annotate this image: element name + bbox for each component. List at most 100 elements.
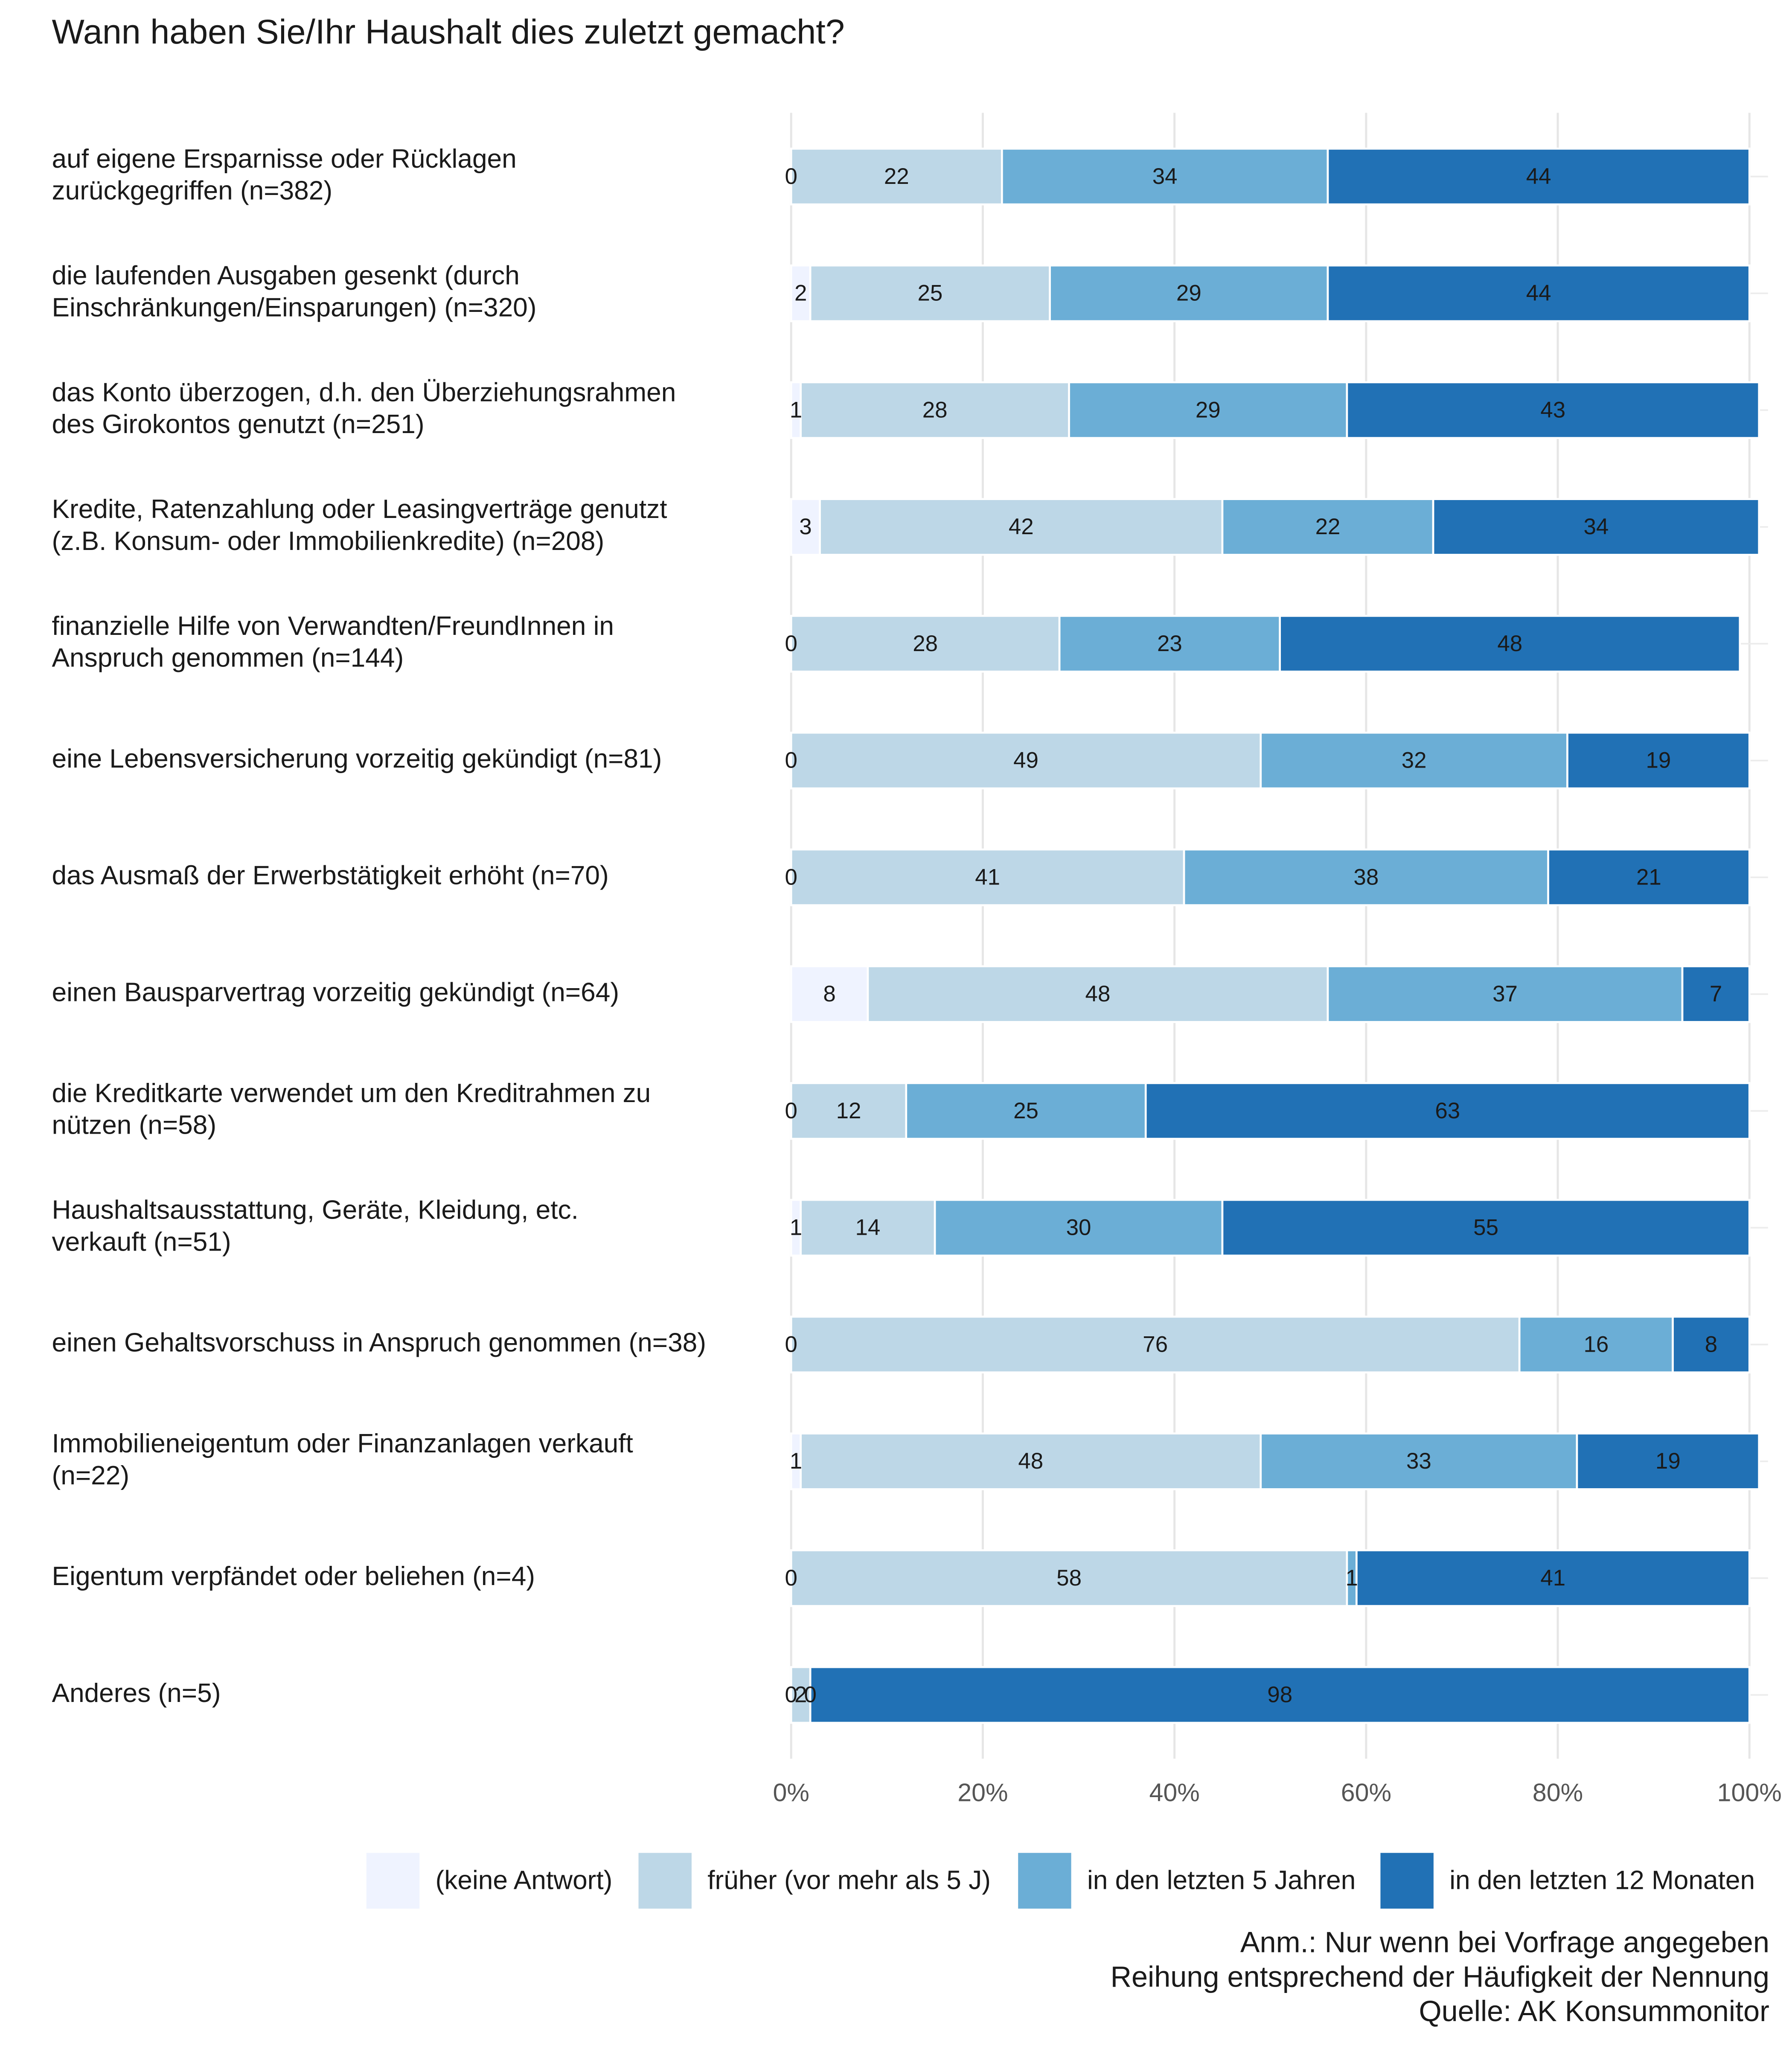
value-label: 1 [790, 397, 802, 422]
bar-segment [809, 1666, 1751, 1724]
bar-segment [1049, 264, 1329, 323]
category-label: Anspruch genommen (n=144) [52, 643, 404, 673]
category-label: (z.B. Konsum- oder Immobilienkredite) (n… [52, 527, 605, 556]
note: Anm.: Nur wenn bei Vorfrage angegeben [1240, 1926, 1769, 1958]
category-label: Einschränkungen/Einsparungen) (n=320) [52, 293, 537, 322]
bars [790, 148, 1760, 1724]
value-label: 34 [1583, 514, 1609, 539]
bar-segment [790, 148, 1003, 206]
category-label: zurückgegriffen (n=382) [52, 176, 333, 206]
category-label: einen Bausparvertrag vorzeitig gekündigt… [52, 977, 620, 1007]
value-label: 34 [1152, 164, 1178, 189]
value-label: 23 [1157, 631, 1182, 656]
value-label: 37 [1492, 981, 1518, 1007]
legend-swatch [1018, 1853, 1071, 1909]
bar-segment [790, 264, 812, 323]
bar-segment [790, 848, 1185, 906]
bar-segment [1518, 1315, 1674, 1373]
value-label: 2 [794, 1682, 807, 1708]
value-label: 29 [1176, 281, 1201, 306]
note: Quelle: AK Konsummonitor [1419, 1995, 1769, 2028]
value-label: 44 [1526, 281, 1551, 306]
category-label: Haushaltsausstattung, Geräte, Kleidung, … [52, 1196, 579, 1225]
value-label: 8 [823, 981, 835, 1007]
value-label: 1 [1345, 1565, 1358, 1591]
category-label: die Kreditkarte verwendet um den Kreditr… [52, 1079, 651, 1108]
value-label: 0 [785, 1098, 797, 1123]
value-label: 76 [1143, 1332, 1168, 1357]
value-label: 0 [785, 164, 797, 189]
bar-segment [1279, 615, 1741, 673]
value-label: 16 [1583, 1332, 1609, 1357]
bar-segment [1260, 731, 1568, 790]
category-label: auf eigene Ersparnisse oder Rücklagen [52, 144, 517, 174]
bar-segment [819, 498, 1224, 556]
note: Reihung entsprechend der Häufigkeit der … [1111, 1960, 1769, 1993]
value-label: 1 [790, 1215, 802, 1240]
value-label: 33 [1406, 1449, 1431, 1474]
category-label: nützen (n=58) [52, 1111, 217, 1140]
value-label: 29 [1196, 397, 1221, 422]
value-label: 32 [1402, 748, 1427, 773]
category-label: Kredite, Ratenzahlung oder Leasingverträ… [52, 495, 667, 524]
bar-segment [800, 1199, 936, 1257]
category-label: des Girokontos genutzt (n=251) [52, 410, 425, 439]
bar-segment [809, 264, 1051, 323]
value-label: 0 [785, 1565, 797, 1591]
category-label: das Ausmaß der Erwerbstätigkeit erhöht (… [52, 861, 609, 890]
value-label: 0 [785, 1332, 797, 1357]
x-tick-label: 80% [1533, 1778, 1583, 1807]
value-label: 55 [1473, 1215, 1498, 1240]
value-label: 98 [1267, 1682, 1292, 1708]
value-label: 43 [1540, 397, 1565, 422]
value-label: 8 [1705, 1332, 1717, 1357]
bar-segment [1001, 148, 1329, 206]
value-label: 49 [1013, 748, 1039, 773]
legend-swatch [366, 1853, 420, 1909]
legend-swatch [1380, 1853, 1434, 1909]
category-label: die laufenden Ausgaben gesenkt (durch [52, 261, 520, 291]
value-label: 19 [1646, 748, 1671, 773]
bar-segment [1681, 965, 1751, 1023]
value-label: 0 [785, 631, 797, 656]
value-label: 22 [884, 164, 909, 189]
value-label: 14 [855, 1215, 881, 1240]
bar-segment [1576, 1432, 1760, 1490]
bar-segment [1566, 731, 1751, 790]
value-label: 21 [1636, 864, 1661, 890]
bar-segment [790, 1082, 908, 1140]
bar-segment [1058, 615, 1281, 673]
bar-segment [1547, 848, 1751, 906]
value-label: 42 [1009, 514, 1034, 539]
value-label: 63 [1435, 1098, 1460, 1123]
legend-label: früher (vor mehr als 5 J) [707, 1866, 991, 1895]
legend-label: in den letzten 5 Jahren [1087, 1866, 1356, 1895]
bar-segment [1144, 1082, 1751, 1140]
bar-segment [790, 615, 1061, 673]
category-label: Immobilieneigentum oder Finanzanlagen ve… [52, 1429, 633, 1458]
category-label: einen Gehaltsvorschuss in Anspruch genom… [52, 1328, 706, 1358]
legend-label: in den letzten 12 Monaten [1449, 1866, 1755, 1895]
bar-segment [1221, 498, 1434, 556]
value-label: 0 [785, 748, 797, 773]
value-label: 38 [1353, 864, 1379, 890]
value-label: 48 [1018, 1449, 1043, 1474]
value-label: 28 [922, 397, 948, 422]
bar-segment [790, 1549, 1348, 1607]
bar-segment [905, 1082, 1147, 1140]
value-label: 44 [1526, 164, 1551, 189]
bar-segment [790, 1666, 812, 1724]
value-label: 12 [836, 1098, 861, 1123]
value-label: 0 [804, 1682, 816, 1708]
category-label: (n=22) [52, 1461, 130, 1490]
value-label: 7 [1710, 981, 1722, 1007]
bar-segment [1327, 264, 1751, 323]
value-label: 58 [1056, 1565, 1082, 1591]
x-tick-label: 20% [957, 1778, 1008, 1807]
value-label: 0 [785, 864, 797, 890]
value-label: 0 [785, 1682, 797, 1708]
value-label: 41 [1540, 1565, 1565, 1591]
x-tick-label: 60% [1341, 1778, 1391, 1807]
value-label: 22 [1315, 514, 1341, 539]
value-label: 25 [1013, 1098, 1039, 1123]
